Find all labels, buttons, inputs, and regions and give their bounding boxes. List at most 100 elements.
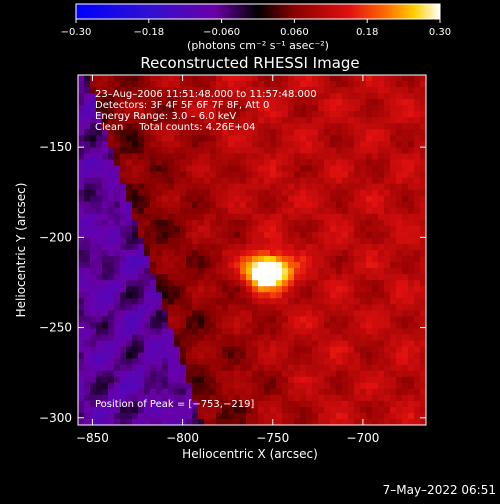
heatmap-cell (264, 304, 271, 311)
heatmap-cell (420, 262, 426, 269)
heatmap-cell (366, 280, 373, 287)
heatmap-cell (276, 231, 283, 239)
heatmap-cell (174, 105, 181, 112)
heatmap-cell (420, 334, 426, 341)
heatmap-cell (150, 243, 157, 251)
heatmap-cell (144, 243, 151, 251)
heatmap-cell (288, 250, 295, 257)
heatmap-cell (108, 382, 115, 390)
heatmap-cell (210, 370, 217, 378)
heatmap-cell (150, 412, 157, 420)
heatmap-cell (342, 334, 349, 341)
heatmap-cell (246, 298, 253, 305)
heatmap-cell (102, 195, 109, 203)
heatmap-cell (90, 322, 97, 329)
heatmap-cell (180, 201, 187, 209)
heatmap-cell (258, 183, 265, 191)
heatmap-cell (300, 171, 307, 178)
heatmap-cell (126, 219, 133, 227)
heatmap-cell (282, 189, 289, 197)
heatmap-cell (168, 153, 175, 160)
heatmap-cell (408, 328, 415, 335)
heatmap-cell (222, 394, 229, 402)
heatmap-cell (312, 316, 319, 323)
heatmap-cell (252, 201, 259, 209)
heatmap-cell (390, 147, 397, 154)
heatmap-cell (396, 81, 403, 88)
heatmap-cell (138, 370, 145, 378)
heatmap-cell (366, 165, 373, 172)
heatmap-cell (90, 364, 97, 372)
heatmap-cell (318, 364, 325, 372)
heatmap-cell (156, 237, 163, 245)
heatmap-cell (216, 183, 223, 191)
heatmap-cell (246, 322, 253, 329)
heatmap-cell (378, 316, 385, 323)
heatmap-cell (396, 394, 403, 402)
heatmap-cell (120, 225, 127, 233)
heatmap-cell (384, 334, 391, 341)
heatmap-cell (360, 159, 367, 166)
heatmap-cell (174, 87, 181, 94)
heatmap-cell (120, 213, 127, 221)
heatmap-cell (402, 262, 409, 269)
heatmap-cell (354, 87, 361, 94)
heatmap-cell (258, 147, 265, 154)
heatmap-cell (78, 310, 85, 317)
heatmap-cell (108, 364, 115, 372)
heatmap-cell (174, 394, 181, 402)
heatmap-cell (288, 147, 295, 154)
heatmap-cell (150, 346, 157, 353)
heatmap-cell (162, 111, 169, 118)
heatmap-cell (96, 225, 103, 233)
heatmap-cell (282, 334, 289, 341)
heatmap-cell (378, 346, 385, 353)
heatmap-cell (162, 274, 169, 281)
heatmap-cell (240, 310, 247, 317)
heatmap-cell (162, 370, 169, 378)
heatmap-cell (186, 268, 193, 275)
heatmap-cell (174, 219, 181, 227)
heatmap-cell (354, 298, 361, 305)
heatmap-cell (324, 153, 331, 160)
heatmap-cell (366, 99, 373, 106)
heatmap-cell (420, 99, 426, 106)
heatmap-cell (210, 298, 217, 305)
heatmap-cell (168, 388, 175, 396)
heatmap-cell (300, 99, 307, 106)
heatmap-cell (408, 153, 415, 160)
heatmap-cell (300, 382, 307, 390)
heatmap-cell (276, 135, 283, 142)
heatmap-cell (288, 316, 295, 323)
heatmap-cell (288, 135, 295, 142)
heatmap-cell (132, 159, 139, 166)
heatmap-cell (366, 256, 373, 263)
y-axis: −150−200−250−300 (39, 140, 426, 425)
heatmap-cell (408, 394, 415, 402)
heatmap-cell (402, 364, 409, 372)
heatmap-cell (156, 376, 163, 384)
heatmap-cell (120, 129, 127, 136)
heatmap-cell (348, 225, 355, 233)
heatmap-cell (306, 183, 313, 191)
heatmap-cell (228, 201, 235, 209)
heatmap-cell (192, 280, 199, 287)
heatmap-cell (222, 400, 229, 408)
heatmap-cell (198, 280, 205, 287)
heatmap-cell (216, 310, 223, 317)
heatmap-cell (120, 75, 127, 82)
heatmap-cell (276, 382, 283, 390)
heatmap-cell (384, 316, 391, 323)
heatmap-cell (378, 280, 385, 287)
heatmap-cell (366, 400, 373, 408)
heatmap-cell (354, 412, 361, 420)
heatmap-cell (168, 135, 175, 142)
heatmap-cell (78, 219, 85, 227)
heatmap-cell (180, 153, 187, 160)
heatmap-cell (216, 298, 223, 305)
heatmap-cell (84, 394, 91, 402)
heatmap-cell (258, 141, 265, 148)
heatmap-cell (168, 292, 175, 299)
heatmap-cell (402, 388, 409, 396)
heatmap-cell (162, 256, 169, 263)
